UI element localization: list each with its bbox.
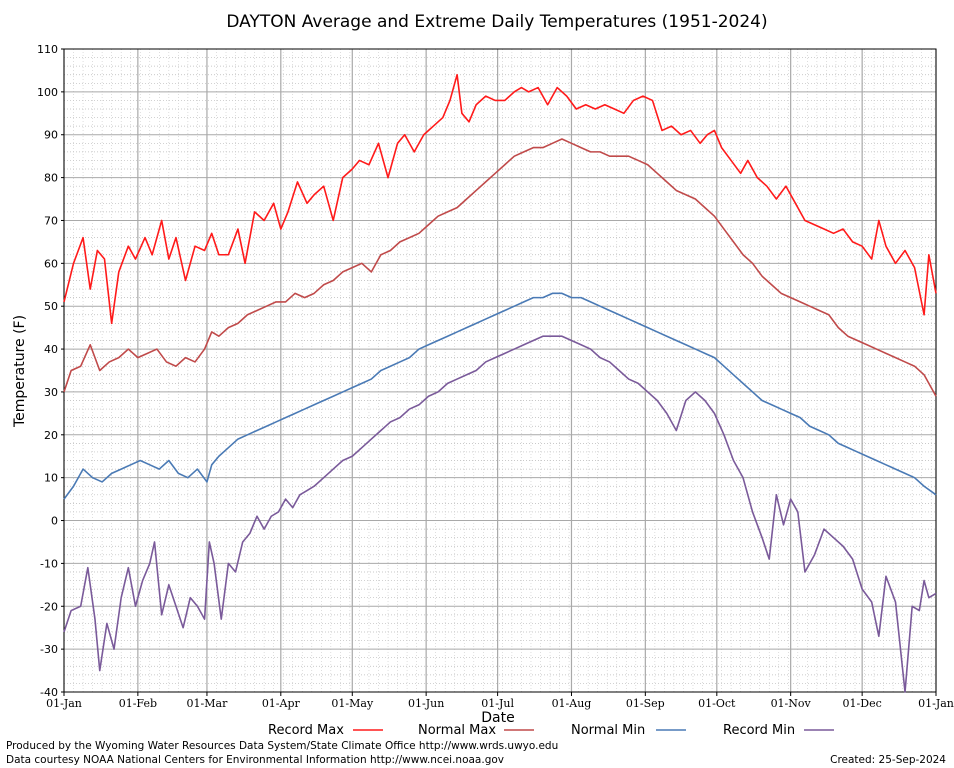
x-tick-label: 01-Feb	[119, 697, 157, 710]
series-line-normal-min	[63, 292, 937, 500]
legend: Record Max Normal Max Normal Min Record Min	[268, 723, 834, 738]
x-tick-label: 01-Sep	[626, 697, 665, 710]
x-tick-label: 01-May	[331, 697, 374, 710]
legend-label: Record Max	[268, 723, 344, 738]
y-axis-label: Temperature (F)	[12, 315, 28, 428]
y-tick-label: 70	[44, 214, 58, 227]
plot-area: -40 -30 -20 -10 0 10 20 30 40 50 60 70 80 90 100 110 01-…	[37, 43, 954, 710]
x-tick-label: 01-Mar	[187, 697, 229, 710]
y-tick-label: -20	[40, 600, 58, 613]
plot-background	[64, 49, 936, 692]
footer-data-courtesy: Data courtesy NOAA National Centers for …	[6, 754, 504, 766]
y-tick-label: 20	[44, 429, 58, 442]
x-tick-label: 01-Dec	[843, 697, 882, 710]
y-tick-label: 50	[44, 300, 58, 313]
x-tick-label: 01-Oct	[698, 697, 736, 710]
series-line-record-max	[63, 73, 937, 325]
y-tick-label: 90	[44, 129, 58, 142]
x-tick-label: 01-Jun	[408, 697, 444, 710]
series-line-normal-max	[63, 138, 937, 397]
footer-created-date: Created: 25-Sep-2024	[830, 754, 946, 766]
chart-title: DAYTON Average and Extreme Daily Tempera…	[226, 12, 767, 32]
footer-produced-by: Produced by the Wyoming Water Resources …	[6, 740, 558, 752]
legend-label: Normal Min	[571, 723, 645, 738]
y-tick-label: -10	[40, 557, 58, 570]
y-tick-label: 30	[44, 386, 58, 399]
x-tick-label: 01-Apr	[262, 697, 301, 710]
legend-label: Normal Max	[418, 723, 496, 738]
y-tick-label: 10	[44, 472, 58, 485]
y-tick-label: 80	[44, 172, 58, 185]
y-tick-label: 60	[44, 257, 58, 270]
x-tick-label: 01-Jan	[918, 697, 954, 710]
plot-frame	[63, 48, 937, 693]
x-tick-label: 01-Jul	[481, 697, 514, 710]
x-tick-label: 01-Nov	[771, 697, 812, 710]
y-tick-label: 0	[51, 515, 58, 528]
series-line-record-min	[63, 335, 937, 693]
x-axis-label: Date	[481, 710, 514, 726]
x-tick-label: 01-Jan	[46, 697, 82, 710]
x-tick-label: 01-Aug	[552, 697, 592, 710]
legend-label: Record Min	[723, 723, 795, 738]
y-tick-label: 100	[37, 86, 58, 99]
y-tick-label: 110	[37, 43, 58, 56]
y-tick-label: 40	[44, 343, 58, 356]
y-tick-label: -30	[40, 643, 58, 656]
y-tick-label: -40	[40, 686, 58, 699]
